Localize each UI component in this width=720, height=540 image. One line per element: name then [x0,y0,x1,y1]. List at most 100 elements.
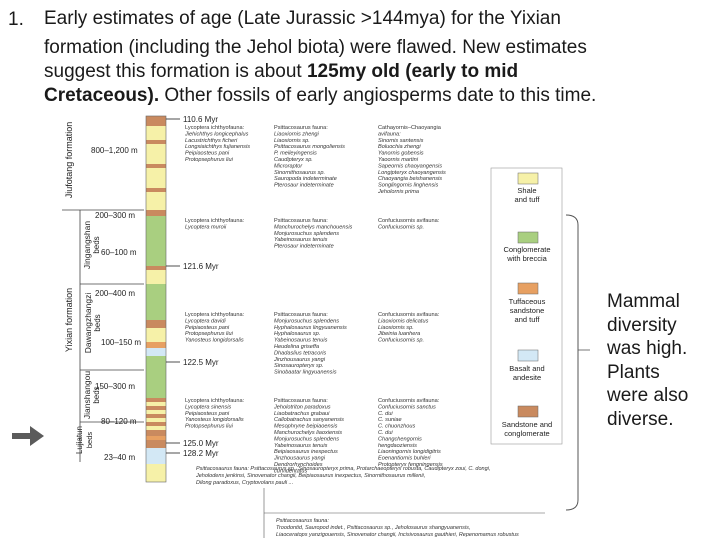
lujiatun-note-line: Jeholodens jenkinsi, Sinovenator changii… [195,473,425,479]
fauna-list-item: Beipiaosaurus inexpectus [274,449,338,455]
heading-line-3: suggest this formation is about 125my ol… [44,60,518,84]
fauna-list-item: Chaoyangia beishanensis [378,176,442,182]
fauna-notes: Psittacosaurus fauna: Psittacosaurus sp.… [195,466,545,538]
thickness-label: 80–120 m [101,417,137,426]
fauna-list-item: Changchengornis [378,436,422,442]
fauna-list-item: Yanosteus longidorsalis [185,338,244,344]
fauna-list-item: Monjurosuchus splendens [274,318,339,324]
fauna-list-item: Sinornis santensis [378,138,424,144]
fauna-list-item: C. dui [378,430,393,436]
fauna-list-item: Sinobaatar lingyuanensis [274,370,337,376]
label-lujiatun-beds: beds [85,432,94,449]
fauna-list-item: Longipteryx chaoyangensis [378,170,446,176]
fauna-list-item: Cathayornis–Chaoyangia [378,125,442,131]
formation-dividers [62,209,144,462]
fauna-list-item: Liaoxiornis sp. [274,138,310,144]
fauna-list-item: Jiehichthys longicephalus [184,131,249,137]
callout-bracket [565,214,579,511]
fauna-list-item: Yanosteus longidorsalis [185,417,244,423]
fauna-list-item: Yabeinosaurus tenuis [274,443,328,449]
fauna-list-item: Mesophryne beipiaoensis [274,424,338,430]
age-label: 128.2 Myr [183,449,219,458]
fauna-list-item: Liaoningornis longidigitris [378,449,441,455]
heading-line-1: Early estimates of age (Late Jurassic >1… [44,8,561,29]
fauna-list-item: Hyphalosaurus sp. [274,331,320,337]
fauna-list-item: Lacustrichthys ficheri [185,138,238,144]
age-label: 110.6 Myr [183,115,218,124]
fauna-list-item: Psittacosaurus mongoliensis [274,144,345,150]
fauna-list-item: Confuciusornis avifauna: [378,398,440,404]
lujiatun-note-line: Dilong paradoxus, Cryptovolans pauli ... [196,480,293,486]
label-dawangzhangzi-beds: beds [93,314,102,331]
fauna-list-item: Yaoornis martini [378,157,419,163]
bottom-note-header: Psittacosaurus fauna: [276,518,329,524]
fauna-list-item: Psittacosaurus fauna: [274,218,328,224]
thickness-label: 23–40 m [104,453,135,462]
age-label: 121.6 Myr [183,262,219,271]
legend-swatch-shale [517,172,539,185]
lujiatun-note-line: Psittacosaurus fauna: Psittacosaurus sp.… [196,466,490,472]
fauna-list-item: P. meileyingensis [274,151,317,157]
fauna-list-item: Sapeornis chaoyangensis [378,163,442,169]
fauna-list-item: Jibeinia luanhera [377,331,420,337]
fauna-list-item: Lycoptera ichthyofauna: [185,312,245,318]
legend-swatch-sandstone [517,405,539,418]
fauna-list-item: Heudelina griseffa [274,344,319,350]
heading-line-4-plain: Other fossils of early angiosperms date … [159,85,597,106]
fauna-list-item: Confuciusornis sp. [378,338,424,344]
legend-label-tuffaceous: Tuffaceous [509,297,546,306]
legend-label-sandstone-2: conglomerate [504,429,549,438]
fauna-list-item: Confuciusornis sp. [378,224,424,230]
legend: Shale and tuff Conglomerate with breccia… [490,167,563,445]
legend-label-basalt-2: andesite [513,373,541,382]
fauna-list-item: Peipiaosteus pani [185,151,230,157]
fauna-list-item: Yabeinosaurus tenuis [274,237,328,243]
fauna-list-item: Liaoxiornis delicatus [378,318,429,324]
bottom-note-line: Troodontid, Sauropod indet., Psittacosau… [276,525,470,531]
fauna-list-item: Manchurochelys liaoxiensis [274,430,342,436]
fauna-list-item: Monjurosuchus splendens [274,231,339,237]
fauna-list-item: Longxiaichthys fujianensis [185,144,250,150]
thickness-label: 200–400 m [95,289,135,298]
fauna-list-item: Protopsephurus liui [185,157,234,163]
legend-label-conglomerate-2: with breccia [506,254,547,263]
fauna-list-item: Psittacosaurus fauna: [274,398,328,404]
heading-line-3-bold: 125my old (early to mid [306,61,519,82]
heading-line-4: Cretaceous). Other fossils of early angi… [44,84,596,108]
fauna-list-item: Manchurochelys manchouensis [274,224,353,230]
label-jingangshan: Jingangshan [82,221,92,269]
legend-label-sandstone: Sandstone and [502,420,552,429]
fauna-list-item: Sinosauropteryx sp. [274,363,323,369]
thickness-label: 100–150 m [101,338,141,347]
fauna-list-item: Confuciusornis avifauna: [378,312,440,318]
bottom-note-line: Liaoceratops yanzigouensis, Sinovenator … [276,532,519,538]
fauna-list-item: Protopsephurus liui [185,331,234,337]
label-jingangshan-beds: beds [92,236,101,253]
thickness-label: 150–300 m [95,382,135,391]
legend-swatch-conglomerate [517,231,539,244]
fauna-list-item: avifauna: [378,131,401,137]
fauna-list-item: C. dui [378,411,393,417]
fauna-list-item: Protopsephurus liui [185,424,234,430]
label-jianshangou-beds: beds [92,386,101,403]
thickness-label: 800–1,200 m [91,146,138,155]
thickness-labels: 800–1,200 m 200–300 m 60–100 m 200–400 m… [91,146,141,462]
fauna-list-item: curvidentatus [274,468,307,474]
callout-line: Mammal [607,291,680,312]
fauna-list-item: C. suniae [378,417,402,423]
legend-label-shale: Shale [517,186,536,195]
fauna-list-item: Lycoptera sinensis [185,404,231,410]
age-label: 122.5 Myr [183,358,219,367]
fauna-list-item: Monjurosuchus splendens [274,436,339,442]
legend-label-basalt: Basalt and [509,364,544,373]
fauna-list-item: Callobatrachus sanyanensis [274,417,344,423]
legend-swatch-tuffaceous [517,282,539,295]
fauna-list-item: Jinzhousaurus yangi [273,456,326,462]
fauna-list-item: Liaoxiornis zhengi [274,131,320,137]
fauna-list-item: Psittacosaurus fauna: [274,125,328,131]
fauna-list-item: Lycoptera ichthyofauna: [185,125,245,131]
fauna-list-item: Jinzhousaurus yangi [273,357,326,363]
fauna-list-item: Yabeinosaurus tenuis [274,338,328,344]
thickness-label: 60–100 m [101,248,137,257]
